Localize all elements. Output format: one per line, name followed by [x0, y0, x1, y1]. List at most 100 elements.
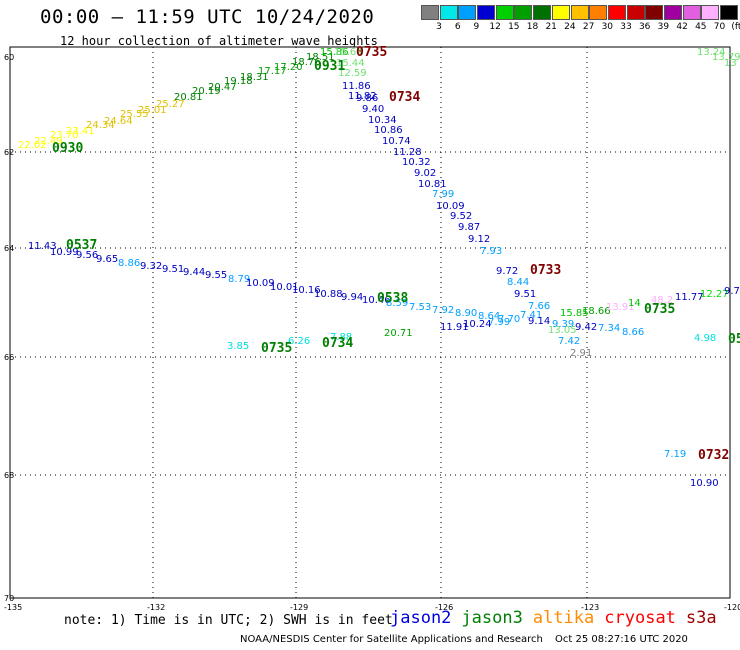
wave-height-value: 10.24 [463, 319, 492, 330]
wave-height-value: 10.09 [436, 201, 465, 212]
wave-height-value: 10.01 [270, 282, 299, 293]
legend-label: 42 [676, 22, 688, 32]
wave-height-value: 6.26 [288, 336, 310, 347]
wave-height-value: 11.91 [440, 322, 469, 333]
wave-height-value: 7.53 [409, 302, 431, 313]
pass-time-label: 0734 [389, 90, 420, 105]
pass-time-label: 0733 [530, 263, 561, 278]
wave-height-value: 18.31 [240, 72, 269, 83]
satellite-legend-item: jason2 [390, 608, 452, 628]
wave-height-value: 10.86 [374, 125, 403, 136]
satellite-legend-item: cryosat [604, 608, 676, 628]
generated-timestamp: Oct 25 08:27:16 UTC 2020 [555, 634, 688, 645]
wave-height-value: 23.41 [66, 126, 95, 137]
pass-time-label: 0931 [314, 59, 345, 74]
wave-height-value: 7.41 [520, 310, 542, 321]
latitude-label: 68 [4, 471, 14, 480]
legend-label: 15 [508, 22, 520, 32]
wave-height-value: 20.71 [384, 328, 413, 339]
legend-label: 12 [489, 22, 501, 32]
legend-label: 24 [564, 22, 576, 32]
legend-label: 3 [436, 22, 442, 32]
wave-height-value: 10.34 [368, 115, 397, 126]
legend-swatch [421, 5, 439, 20]
wave-height-value: 4.98 [694, 333, 716, 344]
wave-height-value: 15.85 [560, 308, 589, 319]
legend-swatch [495, 5, 514, 20]
legend-swatch [720, 5, 738, 20]
wave-height-value: 48.2 [651, 295, 673, 306]
wave-height-value: 9.14 [528, 316, 550, 327]
wave-height-value: 25.01 [138, 105, 167, 116]
pass-time-label: 0930 [52, 141, 83, 156]
wave-height-value: 9.44 [183, 267, 205, 278]
wave-height-value: 9.39 [552, 319, 574, 330]
wave-height-value: 8.90 [455, 308, 477, 319]
footer-note: note: 1) Time is in UTC; 2) SWH is in fe… [64, 613, 393, 628]
wave-height-value: 20.47 [208, 82, 237, 93]
legend-swatch [439, 5, 458, 20]
wave-height-value: 7.42 [558, 336, 580, 347]
pass-time-label: 0735 [644, 302, 675, 317]
wave-height-value: 2.91 [570, 348, 592, 359]
legend-swatch [682, 5, 701, 20]
wave-height-value: 25.55 [120, 109, 149, 120]
wave-height-value: 23.70 [50, 130, 79, 141]
wave-height-value: 7.99 [488, 317, 510, 328]
wave-height-value: 15.44 [336, 58, 365, 69]
wave-height-value: 13.91 [606, 302, 635, 313]
legend-label: (ft) [731, 22, 740, 32]
wave-height-value: 10.32 [402, 157, 431, 168]
legend-swatch [458, 5, 477, 20]
wave-height-value: 8.44 [507, 277, 529, 288]
wave-height-value: 7.88 [330, 332, 352, 343]
legend-label: 27 [582, 22, 595, 32]
wave-height-value: 18.66 [582, 306, 611, 317]
wave-height-value: 9.51 [162, 264, 184, 275]
legend-swatch [701, 5, 720, 20]
wave-height-value: 7.99 [432, 189, 454, 200]
wave-height-value: 3.85 [227, 341, 249, 352]
wave-height-value: 18.51 [306, 52, 335, 63]
pass-time-label: 05 [728, 332, 740, 347]
pass-time-label: 0538 [377, 291, 408, 306]
page-subtitle: 12 hour collection of altimeter wave hei… [60, 34, 378, 48]
legend-label: 6 [454, 22, 461, 32]
pass-time-label: 0734 [322, 336, 353, 351]
latitude-label: 62 [4, 148, 14, 157]
wave-height-value: 19.18 [224, 76, 253, 87]
wave-height-value: 10.90 [690, 478, 719, 489]
legend-swatch [589, 5, 608, 20]
wave-height-value: 9.7 [724, 286, 740, 297]
wave-height-value: 13.05 [548, 325, 577, 336]
wave-height-value: 11.86 [342, 81, 371, 92]
pass-time-label: 0735 [261, 341, 292, 356]
latitude-label: 70 [4, 594, 14, 603]
wave-height-value: 9.56 [76, 250, 98, 261]
wave-height-value: 20.19 [192, 86, 221, 97]
wave-height-value: 8.66 [622, 327, 644, 338]
wave-height-value: 17.17 [258, 66, 287, 77]
wave-height-value: 11.82 [348, 91, 377, 102]
wave-height-value: 9.87 [458, 222, 480, 233]
longitude-label: -126 [435, 603, 453, 612]
longitude-label: -120 [724, 603, 740, 612]
wave-height-value: 8.59 [386, 298, 408, 309]
legend-swatch [477, 5, 496, 20]
page-title: 00:00 – 11:59 UTC 10/24/2020 [40, 6, 375, 28]
wave-height-value: 9.51 [514, 289, 536, 300]
legend-swatch [607, 5, 626, 20]
legend-swatch [663, 5, 682, 20]
wave-height-value: 9.42 [575, 322, 597, 333]
wave-height-value: 9.52 [450, 211, 472, 222]
wave-height-value: 8.64 [478, 311, 500, 322]
wave-height-value: 7.19 [664, 449, 686, 460]
wave-height-value: 13.24 [697, 47, 726, 58]
wave-height-value: 11.28 [393, 147, 422, 158]
satellite-legend-item: jason3 [461, 608, 523, 628]
wave-height-value: 9.86 [356, 93, 378, 104]
longitude-label: -135 [4, 603, 22, 612]
legend-swatch [645, 5, 664, 20]
legend-swatch [533, 5, 552, 20]
wave-height-value: 18.76 [292, 57, 321, 68]
